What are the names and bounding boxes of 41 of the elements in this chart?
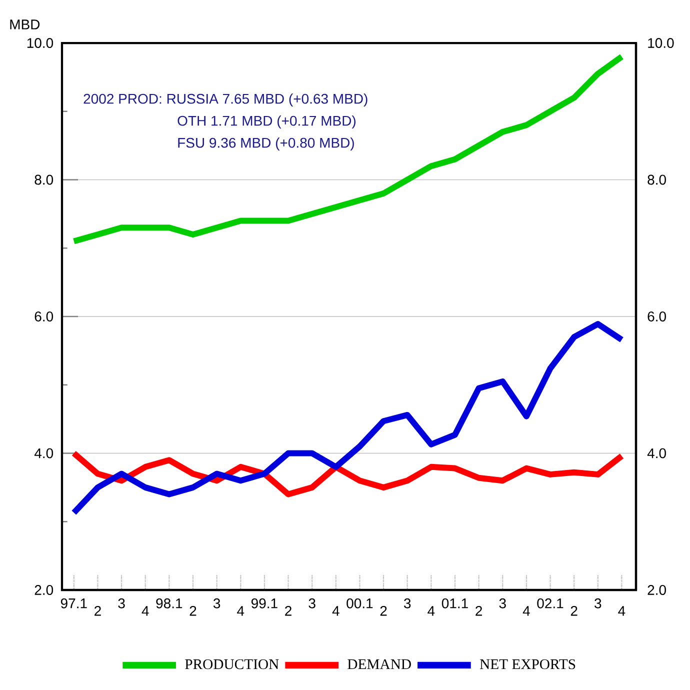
x-tick-label: 97.1 bbox=[60, 598, 87, 608]
x-tick-label: 2 bbox=[94, 606, 101, 616]
annotation: FSU 9.36 MBD (+0.80 MBD) bbox=[178, 137, 354, 151]
x-tick-label: 3 bbox=[594, 598, 602, 608]
legend-label: NET EXPORTS bbox=[480, 659, 576, 670]
x-tick-label: 3 bbox=[213, 598, 220, 608]
x-tick-label: 4 bbox=[237, 606, 244, 616]
x-tick-label: 2 bbox=[190, 606, 196, 616]
x-tick-label: 4 bbox=[428, 606, 435, 616]
annotation: OTH 1.71 MBD (+0.17 MBD) bbox=[178, 115, 356, 129]
x-tick-label: 4 bbox=[522, 606, 530, 616]
x-tick-label: 01.1 bbox=[442, 598, 468, 608]
annotation: 2002 PROD: RUSSIA 7.65 MBD (+0.63 MBD) bbox=[84, 93, 368, 107]
x-tick-label: 3 bbox=[404, 598, 411, 608]
y2-tick-label: 6.0 bbox=[648, 312, 666, 322]
y-tick-label: 6.0 bbox=[34, 312, 54, 322]
y-tick-label: 2.0 bbox=[34, 585, 54, 595]
y2-tick-label: 10.0 bbox=[648, 38, 674, 48]
legend-label: DEMAND bbox=[348, 659, 411, 670]
x-tick-label: 2 bbox=[380, 606, 387, 616]
x-tick-label: 2 bbox=[285, 606, 292, 616]
x-tick-label: 3 bbox=[499, 598, 506, 608]
x-tick-label: 3 bbox=[118, 598, 125, 608]
x-tick-label: 4 bbox=[142, 606, 149, 616]
x-tick-label: 4 bbox=[618, 606, 626, 616]
x-tick-label: 2 bbox=[476, 606, 482, 616]
x-tick-label: 99.1 bbox=[251, 598, 278, 608]
x-tick-label: 98.1 bbox=[156, 598, 182, 608]
y2-tick-label: 8.0 bbox=[648, 174, 666, 185]
x-tick-label: 00.1 bbox=[346, 598, 373, 608]
x-tick-label: 2 bbox=[570, 606, 578, 616]
y-tick-label: 8.0 bbox=[34, 174, 54, 185]
x-tick-label: 3 bbox=[308, 598, 316, 608]
y-tick-label: 4.0 bbox=[34, 448, 54, 458]
y-axis-title: MBD bbox=[10, 20, 40, 30]
legend-label: PRODUCTION bbox=[185, 659, 279, 670]
y2-tick-label: 2.0 bbox=[648, 585, 666, 595]
y2-tick-label: 4.0 bbox=[647, 448, 666, 458]
x-tick-label: 02.1 bbox=[537, 598, 564, 608]
x-tick-label: 4 bbox=[332, 606, 340, 616]
y-tick-label: 10.0 bbox=[27, 38, 54, 48]
